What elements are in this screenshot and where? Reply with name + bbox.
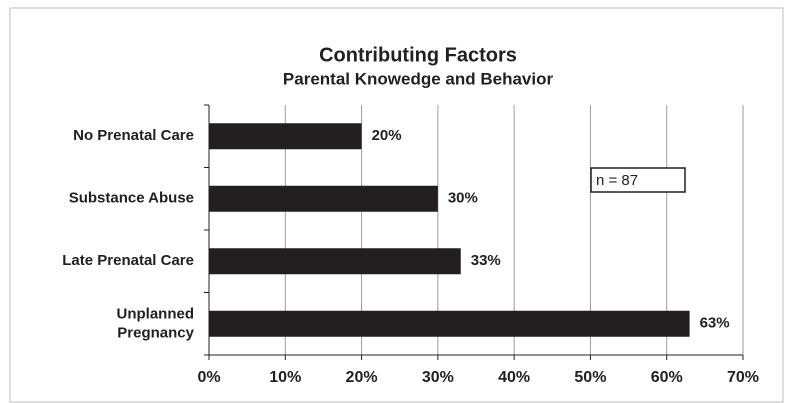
x-tick-label: 30% (422, 369, 454, 386)
bar (209, 310, 690, 337)
annotation: n = 87 (596, 172, 638, 189)
chart-subtitle: Parental Knowedge and Behavior (283, 69, 554, 88)
x-tick-label: 40% (498, 369, 530, 386)
bar (209, 248, 461, 275)
x-tick-label: 10% (269, 369, 301, 386)
value-label: 63% (700, 315, 730, 332)
x-tick-label: 60% (651, 369, 683, 386)
chart-title: Contributing Factors (319, 44, 517, 66)
value-label: 20% (372, 127, 402, 144)
bar (209, 123, 362, 150)
y-tick-label: Late Prenatal Care (62, 252, 194, 269)
x-tick-label: 70% (727, 369, 759, 386)
x-tick-label: 50% (574, 369, 606, 386)
x-tick-label: 20% (346, 369, 378, 386)
chart-frame (9, 7, 784, 403)
bar (209, 185, 438, 212)
y-tick-label: Substance Abuse (69, 190, 194, 207)
annotation-box (590, 167, 686, 193)
y-tick-label: No Prenatal Care (73, 127, 194, 144)
value-label: 30% (448, 190, 478, 207)
y-tick-label: Unplanned Pregnancy (117, 305, 195, 341)
value-label: 33% (471, 252, 501, 269)
x-tick-label: 0% (197, 369, 220, 386)
